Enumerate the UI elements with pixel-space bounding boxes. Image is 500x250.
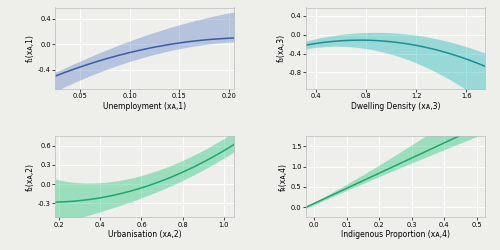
X-axis label: Unemployment (xᴀ,1): Unemployment (xᴀ,1) bbox=[103, 102, 186, 111]
X-axis label: Indigenous Proportion (xᴀ,4): Indigenous Proportion (xᴀ,4) bbox=[341, 230, 450, 239]
X-axis label: Urbanisation (xᴀ,2): Urbanisation (xᴀ,2) bbox=[108, 230, 182, 239]
Y-axis label: f₄(xᴀ,4): f₄(xᴀ,4) bbox=[280, 163, 288, 191]
Y-axis label: f₂(xᴀ,2): f₂(xᴀ,2) bbox=[26, 163, 35, 191]
Y-axis label: f₃(xᴀ,3): f₃(xᴀ,3) bbox=[277, 34, 286, 62]
X-axis label: Dwelling Density (xᴀ,3): Dwelling Density (xᴀ,3) bbox=[350, 102, 440, 111]
Y-axis label: f₁(xᴀ,1): f₁(xᴀ,1) bbox=[26, 34, 35, 62]
